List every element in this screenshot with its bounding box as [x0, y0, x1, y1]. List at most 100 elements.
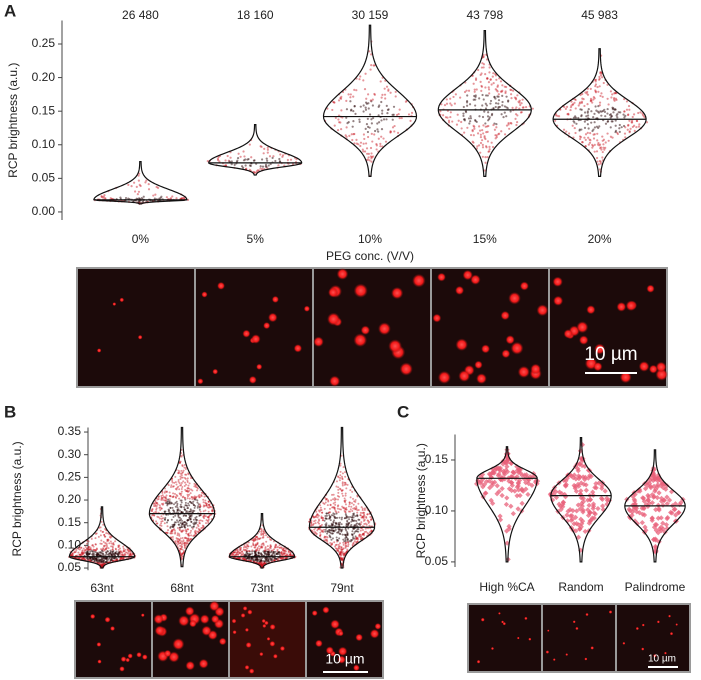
spot — [572, 620, 576, 624]
point — [97, 553, 100, 556]
point — [331, 523, 334, 526]
point — [338, 542, 341, 545]
point — [352, 133, 355, 136]
spot — [668, 614, 671, 618]
point — [370, 518, 373, 521]
point — [80, 553, 83, 556]
point — [478, 115, 481, 118]
point — [260, 564, 263, 567]
point — [262, 542, 265, 545]
point — [612, 98, 616, 101]
point — [185, 510, 188, 513]
point — [493, 96, 496, 99]
point — [342, 538, 345, 541]
point — [532, 473, 538, 479]
point — [625, 108, 629, 111]
point — [184, 488, 187, 491]
point — [500, 113, 503, 116]
category-label: 63nt — [90, 581, 114, 595]
point — [484, 86, 487, 89]
point — [183, 485, 186, 488]
point — [199, 519, 202, 522]
point — [322, 518, 325, 521]
point — [370, 53, 373, 56]
point — [629, 127, 632, 130]
point — [360, 535, 363, 538]
point — [207, 521, 210, 524]
point — [194, 529, 197, 532]
point — [185, 532, 188, 535]
point — [344, 492, 347, 495]
point — [337, 543, 340, 546]
point — [337, 511, 340, 514]
point — [178, 528, 181, 531]
spot — [519, 281, 529, 291]
point — [519, 487, 525, 493]
point — [370, 122, 373, 125]
point — [484, 122, 487, 125]
point — [349, 93, 352, 96]
point — [648, 475, 655, 481]
point — [598, 125, 601, 128]
y-tick-label: 0.15 — [425, 452, 449, 466]
spot — [619, 371, 632, 384]
point — [477, 144, 481, 147]
point — [368, 126, 371, 129]
point — [104, 548, 107, 551]
point — [377, 114, 380, 117]
point — [262, 562, 265, 565]
point — [368, 50, 371, 53]
point — [343, 552, 346, 555]
point — [167, 498, 170, 501]
point — [262, 544, 265, 547]
point — [244, 548, 247, 551]
point — [178, 526, 181, 529]
point — [195, 519, 198, 522]
point — [326, 536, 329, 539]
spot — [336, 268, 349, 280]
point — [598, 85, 601, 88]
point — [87, 545, 90, 548]
point — [462, 112, 465, 115]
point — [179, 544, 182, 547]
point — [599, 160, 602, 163]
point — [191, 502, 194, 505]
point — [181, 557, 184, 560]
point — [656, 490, 662, 496]
point — [494, 102, 498, 105]
point — [200, 494, 203, 497]
point — [338, 121, 341, 124]
point — [183, 544, 186, 547]
point — [320, 523, 323, 526]
point — [479, 133, 482, 136]
spot — [269, 640, 276, 647]
point — [597, 105, 600, 108]
point — [184, 514, 187, 517]
point — [371, 104, 374, 107]
point — [581, 97, 584, 100]
point — [180, 545, 183, 548]
point — [120, 556, 123, 559]
point — [271, 156, 274, 160]
point — [594, 91, 598, 94]
point — [328, 535, 331, 538]
point — [230, 160, 233, 163]
point — [616, 132, 620, 136]
point — [244, 164, 247, 167]
point — [183, 496, 186, 499]
point — [186, 495, 189, 498]
point — [343, 497, 346, 500]
point — [449, 111, 452, 114]
point — [194, 532, 197, 535]
point — [353, 88, 356, 91]
point — [268, 551, 271, 554]
spot — [481, 344, 491, 354]
point — [559, 491, 565, 497]
point — [581, 141, 584, 144]
point — [471, 128, 474, 132]
point — [261, 563, 264, 566]
point — [654, 484, 661, 490]
point — [389, 91, 392, 94]
point — [339, 474, 342, 477]
point — [587, 497, 593, 503]
